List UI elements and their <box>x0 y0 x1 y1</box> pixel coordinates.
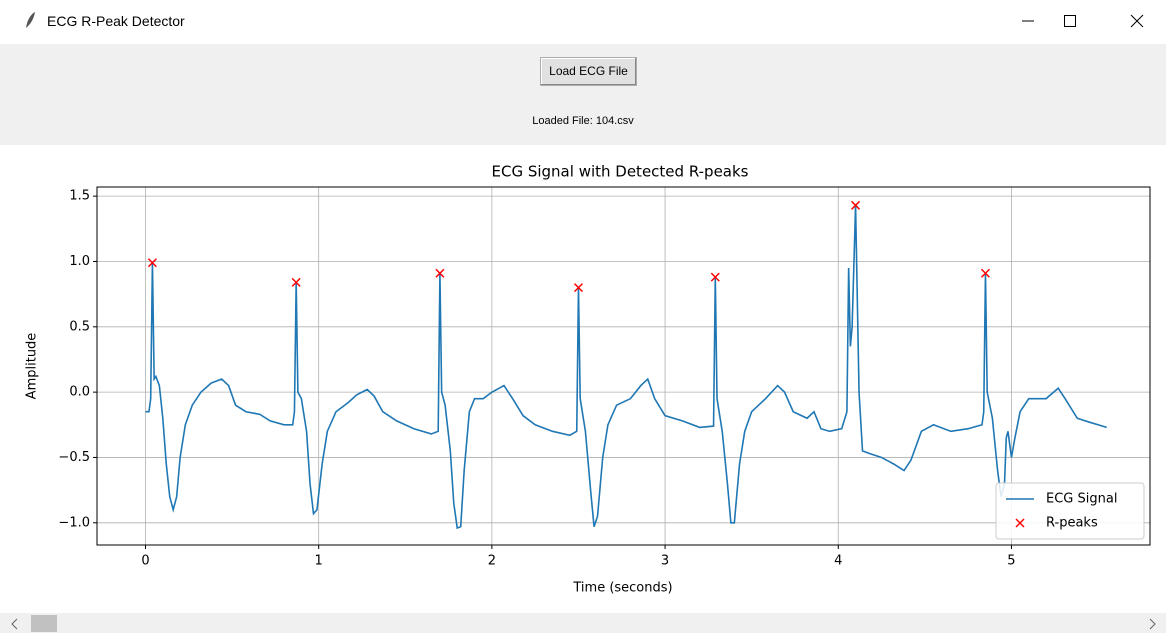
y-tick-label: −0.5 <box>58 450 90 465</box>
scroll-thumb[interactable] <box>31 615 57 632</box>
legend-swatch <box>1015 518 1025 528</box>
control-panel: Load ECG File Loaded File: 104.csv <box>0 44 1166 145</box>
x-axis-label: Time (seconds) <box>572 581 672 596</box>
r-peak-marker <box>147 258 157 268</box>
scroll-right-arrow[interactable] <box>1149 618 1156 630</box>
r-peak-marker <box>710 272 720 282</box>
scroll-left-arrow[interactable] <box>11 618 18 630</box>
x-tick-label: 5 <box>1007 554 1015 569</box>
scrollbar-graphics <box>11 615 1156 632</box>
status-label: Loaded File: 104.csv <box>532 115 634 127</box>
x-tick-label: 0 <box>141 554 149 569</box>
chart-title: ECG Signal with Detected R-peaks <box>492 163 749 181</box>
maximize-button[interactable] <box>1064 15 1076 27</box>
legend-box <box>995 482 1145 540</box>
x-tick-label: 2 <box>488 554 496 569</box>
y-tick-label: 0.5 <box>69 319 90 334</box>
y-tick-label: −1.0 <box>58 515 90 530</box>
load-button[interactable]: Load ECG File <box>540 57 637 86</box>
r-peak-marker <box>980 268 990 278</box>
x-tick-label: 1 <box>315 554 323 569</box>
x-tick-label: 3 <box>661 554 669 569</box>
legend-label: R-peaks <box>1046 516 1098 531</box>
r-peak-marker <box>291 277 301 287</box>
horizontal-scrollbar[interactable] <box>0 613 1166 633</box>
r-peak-marker <box>851 200 861 210</box>
axes-frame <box>96 186 1151 546</box>
legend-label: ECG Signal <box>1046 492 1117 507</box>
window-title: ECG R-Peak Detector <box>47 13 185 29</box>
y-tick-label: 0.0 <box>69 385 90 400</box>
r-peak-marker <box>573 283 584 293</box>
y-axis-label: Amplitude <box>25 333 40 400</box>
ecg-line <box>145 205 1107 530</box>
x-tick-label: 4 <box>834 554 842 569</box>
chart: ECG Signal with Detected R-peaks Time (s… <box>25 163 1151 596</box>
title-bar: ECG R-Peak Detector <box>0 0 1166 44</box>
r-peak-marker <box>435 268 445 278</box>
y-tick-label: 1.0 <box>69 254 90 269</box>
y-tick-label: 1.5 <box>69 189 90 204</box>
title-bar-icons <box>26 12 1144 28</box>
app-icon <box>26 12 35 28</box>
close-button[interactable] <box>1130 14 1144 28</box>
